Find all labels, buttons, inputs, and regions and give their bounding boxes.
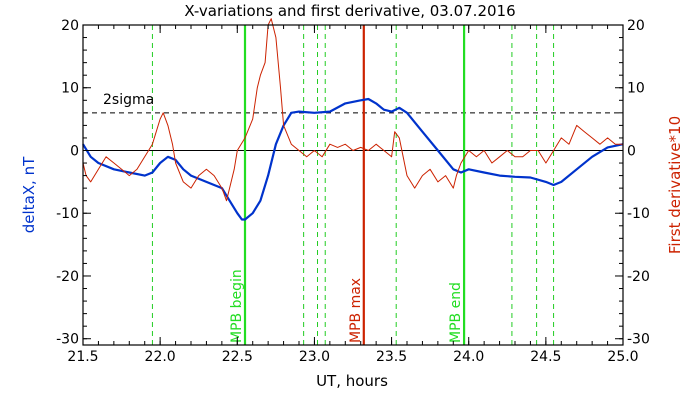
y-right-tick-label-2: 0 bbox=[627, 143, 636, 159]
right-axis-label: First derivative*10 bbox=[666, 116, 684, 254]
y-right-tick-label-0: 20 bbox=[627, 18, 645, 34]
x-axis-label: UT, hours bbox=[316, 372, 388, 390]
series-derivative bbox=[82, 18, 623, 202]
chart-title: X-variations and first derivative, 03.07… bbox=[184, 2, 515, 20]
sigma-label: 2sigma bbox=[103, 92, 154, 108]
x-tick-label-4: 23.5 bbox=[376, 349, 407, 365]
y-left-tick-label-4: -20 bbox=[56, 269, 79, 285]
y-right-tick-label-5: -30 bbox=[627, 332, 650, 348]
x-tick-label-3: 23.0 bbox=[299, 349, 330, 365]
x-tick-label-0: 21.5 bbox=[67, 349, 98, 365]
vline-label-5: MPB max bbox=[348, 278, 364, 343]
y-left-tick-label-3: -10 bbox=[56, 206, 79, 222]
x-tick-label-2: 22.5 bbox=[222, 349, 253, 365]
x-tick-label-1: 22.0 bbox=[145, 349, 176, 365]
y-left-tick-label-5: -30 bbox=[56, 332, 79, 348]
vline-label-7: MPB end bbox=[448, 282, 464, 343]
y-left-tick-label-2: 0 bbox=[70, 143, 79, 159]
x-tick-label-6: 24.5 bbox=[530, 349, 561, 365]
plot-frame bbox=[82, 24, 624, 346]
plot-area: MPB begin MPB max MPB end bbox=[82, 18, 624, 345]
y-right-tick-label-4: -20 bbox=[627, 269, 650, 285]
left-axis-label: deltaX, nT bbox=[20, 156, 38, 233]
vline-label-1: MPB begin bbox=[229, 269, 245, 343]
y-left-tick-label-0: 20 bbox=[61, 18, 79, 34]
x-tick-label-5: 24.0 bbox=[453, 349, 484, 365]
series-deltaX bbox=[82, 97, 624, 221]
y-right-tick-label-1: 10 bbox=[627, 81, 645, 97]
y-left-tick-label-1: 10 bbox=[61, 81, 79, 97]
x-tick-label-7: 25.0 bbox=[607, 349, 638, 365]
axis-ticks: 21.5 22.0 22.5 23.0 23.5 24.0 24.5 25.0 20 10 0 -10… bbox=[56, 18, 650, 365]
y-right-tick-label-3: -10 bbox=[627, 206, 650, 222]
